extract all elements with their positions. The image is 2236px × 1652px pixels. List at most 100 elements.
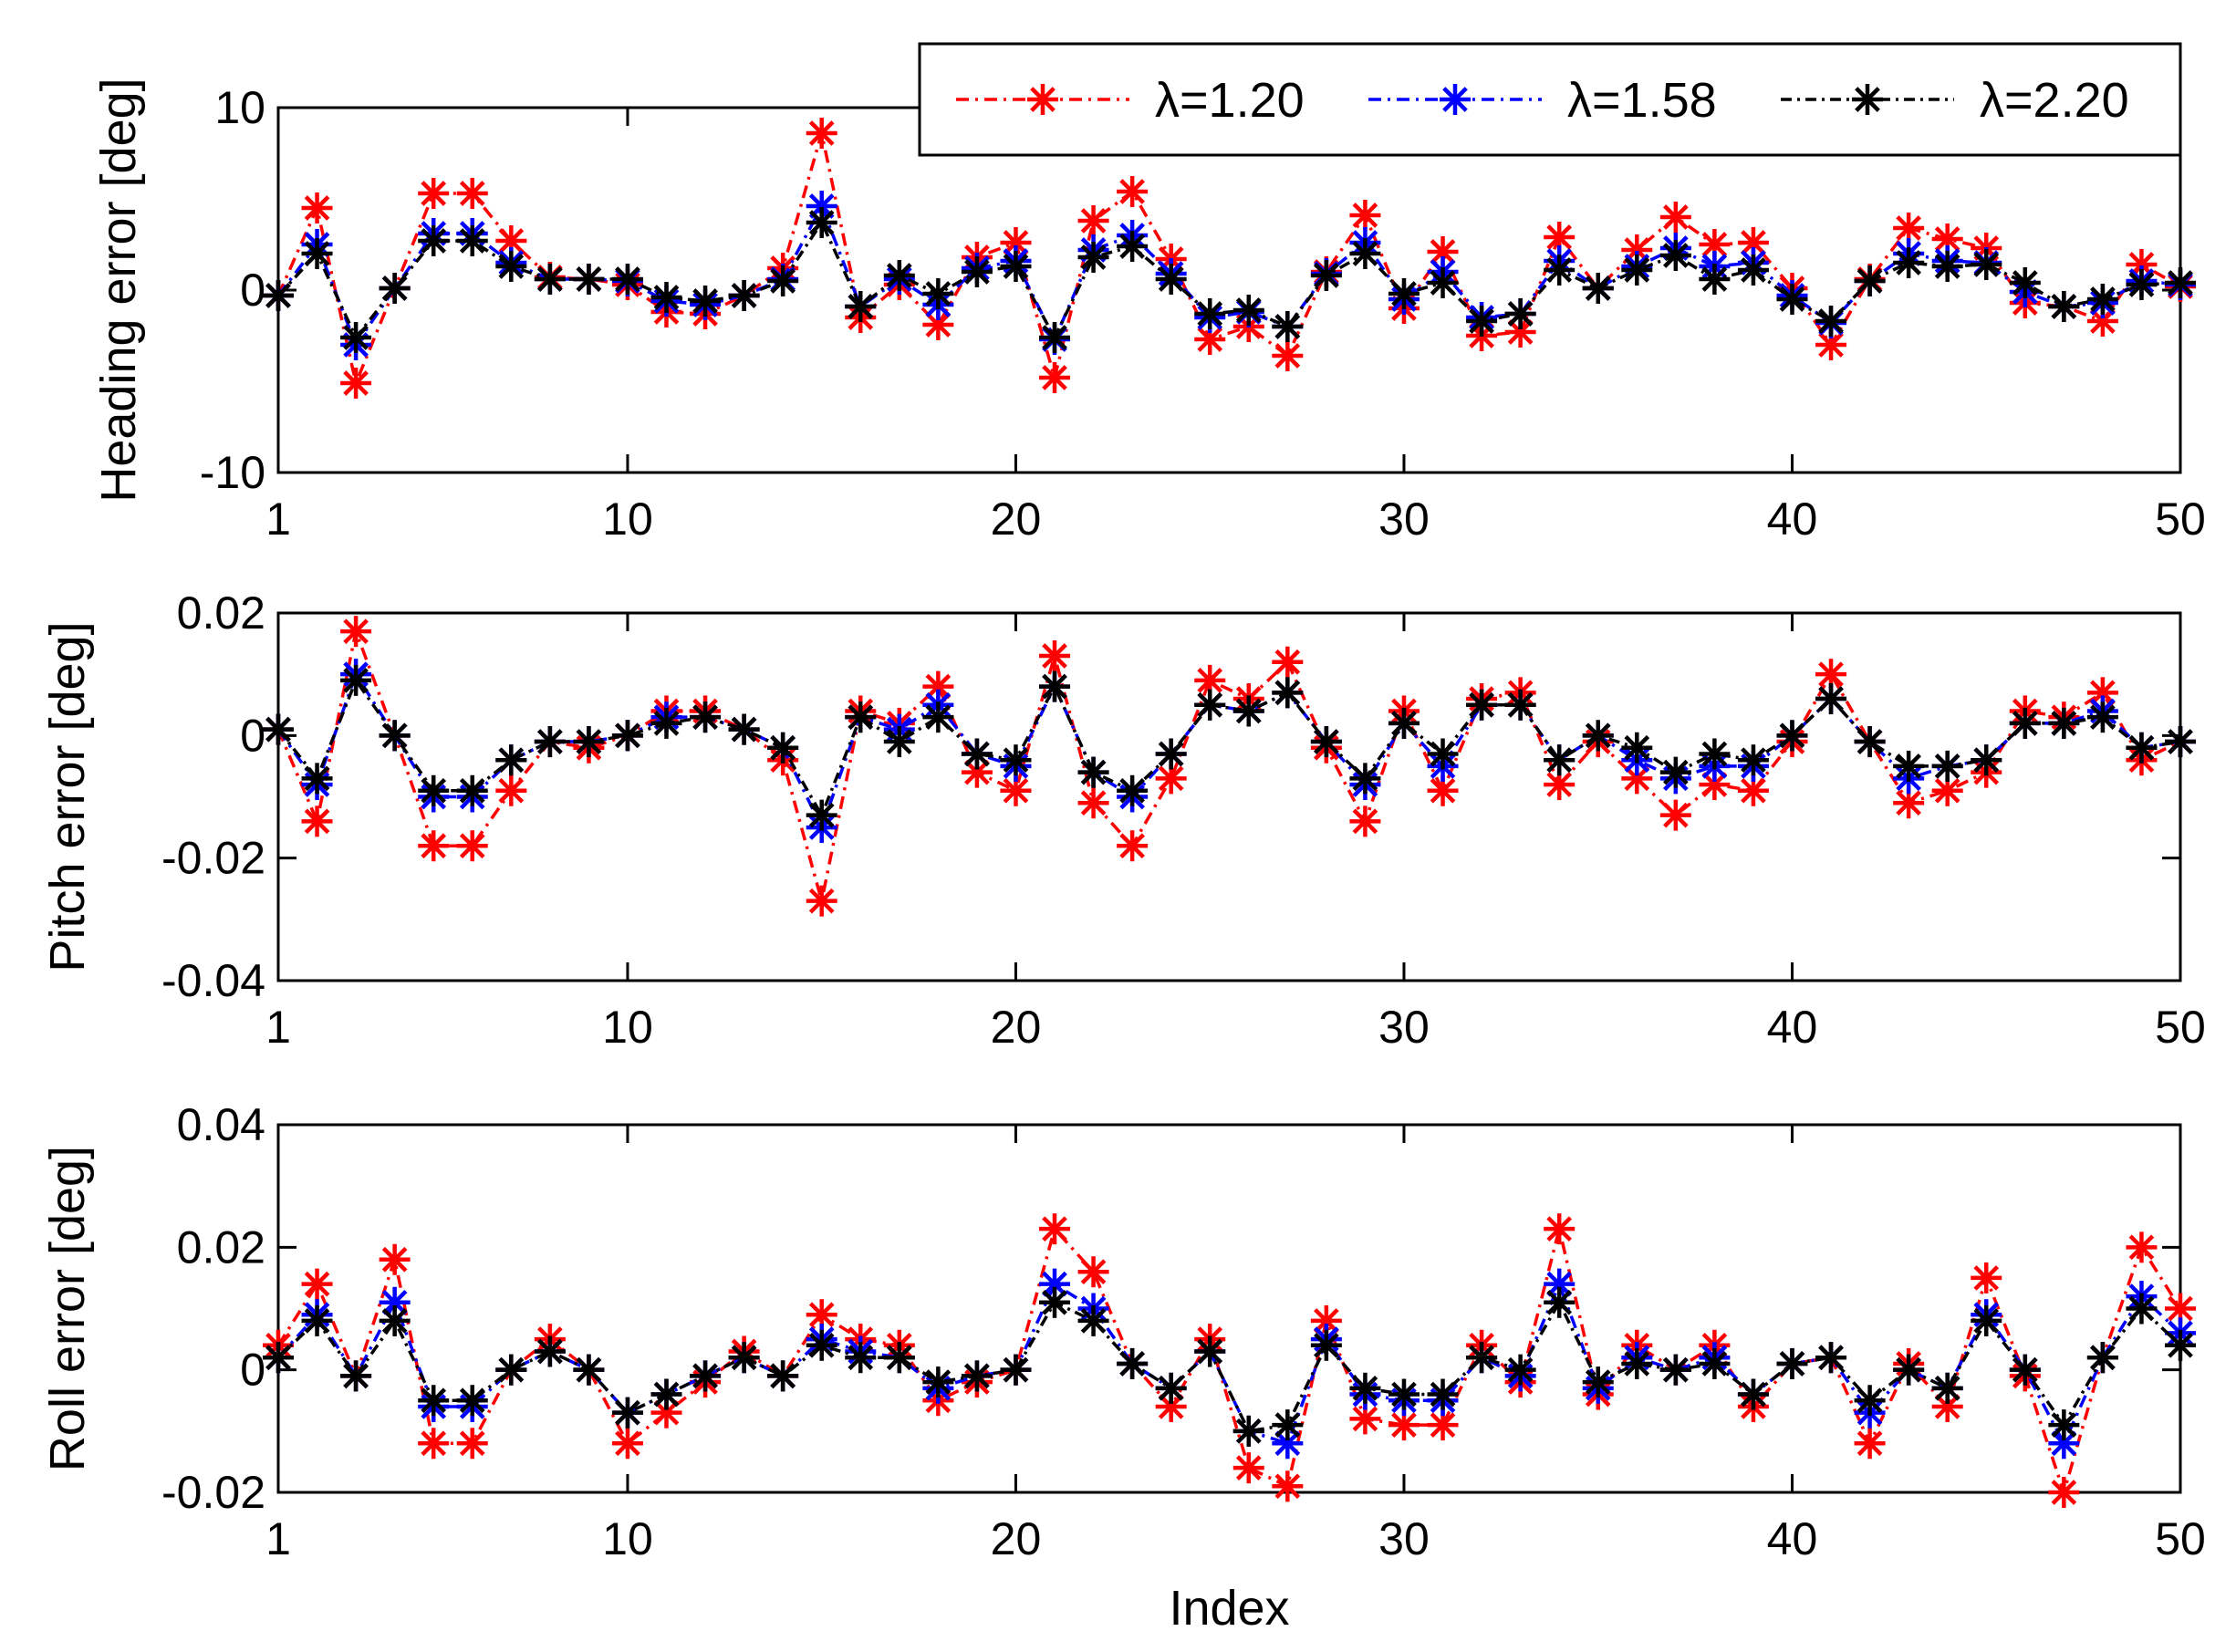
x-tick-label: 1 <box>265 494 291 545</box>
data-point <box>1117 231 1149 262</box>
data-point <box>1776 1347 1808 1379</box>
data-point <box>1815 1342 1847 1374</box>
data-point <box>1272 646 1304 678</box>
legend-marker <box>1440 84 1471 115</box>
y-tick-label: 0.02 <box>177 587 265 639</box>
data-point <box>1466 1342 1498 1374</box>
data-point <box>961 1360 993 1392</box>
data-point <box>2126 1293 2158 1325</box>
data-point <box>418 774 450 806</box>
data-point <box>1893 1354 1925 1386</box>
data-point <box>1000 251 1032 282</box>
y-tick-label: 0 <box>240 710 265 761</box>
y-tick-label: -0.02 <box>161 833 265 884</box>
data-point <box>2086 306 2118 337</box>
data-point <box>1466 689 1498 721</box>
legend-entry-3: λ=2.20 <box>1781 73 2129 128</box>
data-point <box>379 1304 411 1336</box>
data-point <box>2165 726 2196 758</box>
data-point <box>1699 738 1731 770</box>
data-point <box>379 1286 411 1318</box>
data-point <box>301 1304 333 1336</box>
data-point <box>1544 255 1576 286</box>
data-point <box>1893 247 1925 278</box>
data-point <box>1931 774 1963 806</box>
x-tick-label: 40 <box>1767 1513 1818 1564</box>
data-point <box>1544 222 1576 253</box>
data-point <box>1155 1372 1187 1404</box>
data-point <box>806 207 837 238</box>
data-point <box>379 1243 411 1275</box>
data-point <box>1155 264 1187 295</box>
x-tick-label: 30 <box>1378 1002 1430 1053</box>
data-point <box>456 830 488 862</box>
data-point <box>1544 1286 1576 1318</box>
data-point <box>1737 255 1769 286</box>
data-point <box>1194 298 1226 329</box>
x-tick-label: 20 <box>991 494 1042 545</box>
data-point <box>1388 1378 1420 1410</box>
data-point <box>379 273 411 304</box>
data-point <box>2009 1354 2041 1386</box>
data-point <box>1427 267 1459 298</box>
data-point <box>961 256 993 287</box>
data-point <box>1931 251 1963 282</box>
legend-label: λ=1.20 <box>1155 73 1305 128</box>
data-point <box>922 701 954 733</box>
data-point <box>1971 249 2002 280</box>
data-point <box>1388 707 1420 739</box>
data-point <box>573 264 605 295</box>
data-point <box>1621 732 1653 764</box>
data-point <box>418 178 450 209</box>
data-point <box>340 616 372 648</box>
data-point <box>1077 1304 1109 1336</box>
data-point <box>418 1428 450 1460</box>
data-point <box>301 805 333 837</box>
y-axis-label: Pitch error [deg] <box>40 621 95 971</box>
data-point <box>418 1385 450 1417</box>
data-point <box>1232 1415 1264 1447</box>
panel-1: 1 10 20 30 40 50 -10 0 10 Heading error [deg] λ=1.… <box>91 42 2206 545</box>
data-point <box>1349 1372 1381 1404</box>
x-tick-label: 10 <box>602 1002 653 1053</box>
data-point <box>263 280 294 311</box>
data-point <box>1349 763 1381 795</box>
data-point <box>340 322 372 353</box>
data-point <box>340 368 372 399</box>
data-point <box>2009 267 2041 298</box>
data-point <box>301 238 333 269</box>
y-axis-label: Heading error [deg] <box>91 78 146 502</box>
legend-label: λ=1.58 <box>1567 73 1717 128</box>
data-point <box>922 278 954 309</box>
data-point <box>1000 227 1032 258</box>
data-point <box>806 799 837 831</box>
y-tick-label: -10 <box>200 447 265 498</box>
data-point <box>1310 726 1342 758</box>
data-point <box>1000 744 1032 776</box>
data-point <box>1427 1409 1459 1441</box>
data-point <box>495 1354 527 1386</box>
data-point <box>1077 1256 1109 1288</box>
data-point <box>1039 1213 1071 1245</box>
data-point <box>845 701 877 733</box>
data-point <box>611 1397 643 1429</box>
data-point <box>534 1335 566 1367</box>
data-point <box>1466 306 1498 337</box>
data-point <box>690 1360 722 1392</box>
data-point <box>495 251 527 282</box>
panel-3: 1 10 20 30 40 50 -0.02 0 0.02 0.04 Roll error [deg… <box>40 1099 2206 1636</box>
data-point <box>1621 1347 1653 1379</box>
data-point <box>1194 689 1226 721</box>
data-point <box>573 726 605 758</box>
data-point <box>2165 1293 2196 1325</box>
data-point <box>1349 805 1381 837</box>
data-point <box>340 664 372 696</box>
data-point <box>1504 1354 1536 1386</box>
data-point <box>301 763 333 795</box>
data-point <box>1659 756 1691 788</box>
data-point <box>1854 1385 1886 1417</box>
data-point <box>1504 689 1536 721</box>
legend-label: λ=2.20 <box>1980 73 2129 128</box>
data-point <box>883 726 915 758</box>
data-point <box>418 830 450 862</box>
